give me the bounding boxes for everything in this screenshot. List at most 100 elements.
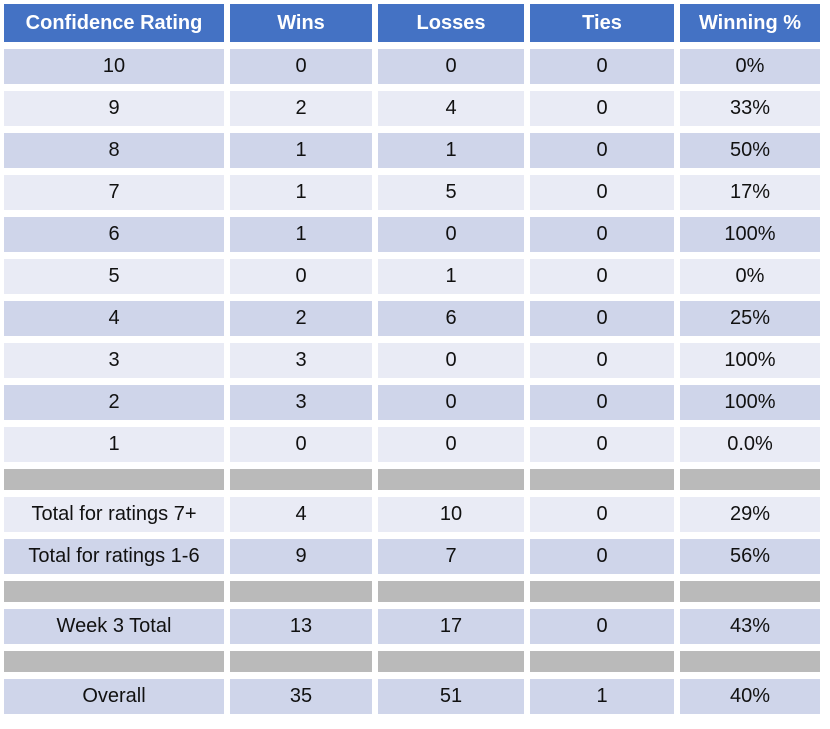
table-body: 10 0 0 0 0% 9 2 4 0 33% 8 1 1 0 50% 7 1 5 0 17% 6 1 0 0 100% 5 0 1 0… xyxy=(4,49,820,714)
table-row: Total for ratings 1-6 9 7 0 56% xyxy=(4,539,820,574)
cell-losses: 7 xyxy=(378,539,524,574)
cell-winning-pct: 100% xyxy=(680,217,820,252)
header-winning-pct: Winning % xyxy=(680,4,820,42)
table-row: 3 3 0 0 100% xyxy=(4,343,820,378)
separator-cell xyxy=(230,469,372,490)
cell-winning-pct: 0.0% xyxy=(680,427,820,462)
separator-cell xyxy=(230,581,372,602)
separator-cell xyxy=(680,651,820,672)
table-row: Total for ratings 7+ 4 10 0 29% xyxy=(4,497,820,532)
cell-rating-label: 10 xyxy=(4,49,224,84)
cell-wins: 1 xyxy=(230,133,372,168)
cell-losses: 4 xyxy=(378,91,524,126)
cell-winning-pct: 25% xyxy=(680,301,820,336)
cell-wins: 13 xyxy=(230,609,372,644)
cell-rating-label: 4 xyxy=(4,301,224,336)
cell-rating-label: 1 xyxy=(4,427,224,462)
cell-ties: 0 xyxy=(530,343,674,378)
cell-losses: 17 xyxy=(378,609,524,644)
cell-rating-label: Total for ratings 1-6 xyxy=(4,539,224,574)
cell-wins: 0 xyxy=(230,49,372,84)
table-row: 8 1 1 0 50% xyxy=(4,133,820,168)
table-row: 10 0 0 0 0% xyxy=(4,49,820,84)
cell-ties: 0 xyxy=(530,609,674,644)
cell-losses: 51 xyxy=(378,679,524,714)
header-confidence-rating: Confidence Rating xyxy=(4,4,224,42)
cell-wins: 0 xyxy=(230,259,372,294)
cell-rating-label: Total for ratings 7+ xyxy=(4,497,224,532)
cell-losses: 1 xyxy=(378,133,524,168)
cell-losses: 6 xyxy=(378,301,524,336)
table-row: 5 0 1 0 0% xyxy=(4,259,820,294)
separator-cell xyxy=(4,651,224,672)
cell-winning-pct: 100% xyxy=(680,343,820,378)
cell-winning-pct: 50% xyxy=(680,133,820,168)
table-row: 6 1 0 0 100% xyxy=(4,217,820,252)
table-row: 2 3 0 0 100% xyxy=(4,385,820,420)
cell-ties: 0 xyxy=(530,301,674,336)
table-row: 4 2 6 0 25% xyxy=(4,301,820,336)
cell-ties: 0 xyxy=(530,133,674,168)
cell-rating-label: Week 3 Total xyxy=(4,609,224,644)
cell-winning-pct: 0% xyxy=(680,259,820,294)
cell-rating-label: 3 xyxy=(4,343,224,378)
table-row: 1 0 0 0 0.0% xyxy=(4,427,820,462)
separator-cell xyxy=(378,651,524,672)
cell-rating-label: 6 xyxy=(4,217,224,252)
cell-losses: 0 xyxy=(378,343,524,378)
header-losses: Losses xyxy=(378,4,524,42)
cell-winning-pct: 100% xyxy=(680,385,820,420)
separator-cell xyxy=(4,581,224,602)
table-row: 9 2 4 0 33% xyxy=(4,91,820,126)
cell-ties: 0 xyxy=(530,49,674,84)
cell-winning-pct: 33% xyxy=(680,91,820,126)
cell-wins: 3 xyxy=(230,385,372,420)
cell-wins: 4 xyxy=(230,497,372,532)
cell-rating-label: Overall xyxy=(4,679,224,714)
cell-ties: 0 xyxy=(530,427,674,462)
header-wins: Wins xyxy=(230,4,372,42)
separator-cell xyxy=(4,469,224,490)
table-header: Confidence Rating Wins Losses Ties Winni… xyxy=(4,4,820,42)
separator-row xyxy=(4,581,820,602)
separator-row xyxy=(4,469,820,490)
cell-rating-label: 2 xyxy=(4,385,224,420)
cell-ties: 0 xyxy=(530,539,674,574)
cell-ties: 0 xyxy=(530,91,674,126)
cell-winning-pct: 17% xyxy=(680,175,820,210)
separator-cell xyxy=(530,469,674,490)
cell-losses: 10 xyxy=(378,497,524,532)
cell-losses: 0 xyxy=(378,385,524,420)
table-row: Week 3 Total 13 17 0 43% xyxy=(4,609,820,644)
cell-winning-pct: 56% xyxy=(680,539,820,574)
cell-wins: 1 xyxy=(230,217,372,252)
separator-cell xyxy=(378,581,524,602)
cell-ties: 0 xyxy=(530,385,674,420)
separator-cell xyxy=(230,651,372,672)
cell-ties: 0 xyxy=(530,259,674,294)
separator-row xyxy=(4,651,820,672)
cell-ties: 0 xyxy=(530,175,674,210)
cell-rating-label: 5 xyxy=(4,259,224,294)
cell-ties: 0 xyxy=(530,217,674,252)
header-ties: Ties xyxy=(530,4,674,42)
cell-losses: 1 xyxy=(378,259,524,294)
cell-wins: 1 xyxy=(230,175,372,210)
cell-losses: 0 xyxy=(378,49,524,84)
cell-winning-pct: 0% xyxy=(680,49,820,84)
table-row: Overall 35 51 1 40% xyxy=(4,679,820,714)
cell-rating-label: 8 xyxy=(4,133,224,168)
separator-cell xyxy=(680,469,820,490)
cell-wins: 0 xyxy=(230,427,372,462)
cell-wins: 35 xyxy=(230,679,372,714)
cell-winning-pct: 29% xyxy=(680,497,820,532)
cell-losses: 0 xyxy=(378,427,524,462)
cell-wins: 2 xyxy=(230,91,372,126)
cell-winning-pct: 43% xyxy=(680,609,820,644)
cell-wins: 9 xyxy=(230,539,372,574)
cell-wins: 2 xyxy=(230,301,372,336)
separator-cell xyxy=(530,651,674,672)
cell-rating-label: 9 xyxy=(4,91,224,126)
separator-cell xyxy=(680,581,820,602)
